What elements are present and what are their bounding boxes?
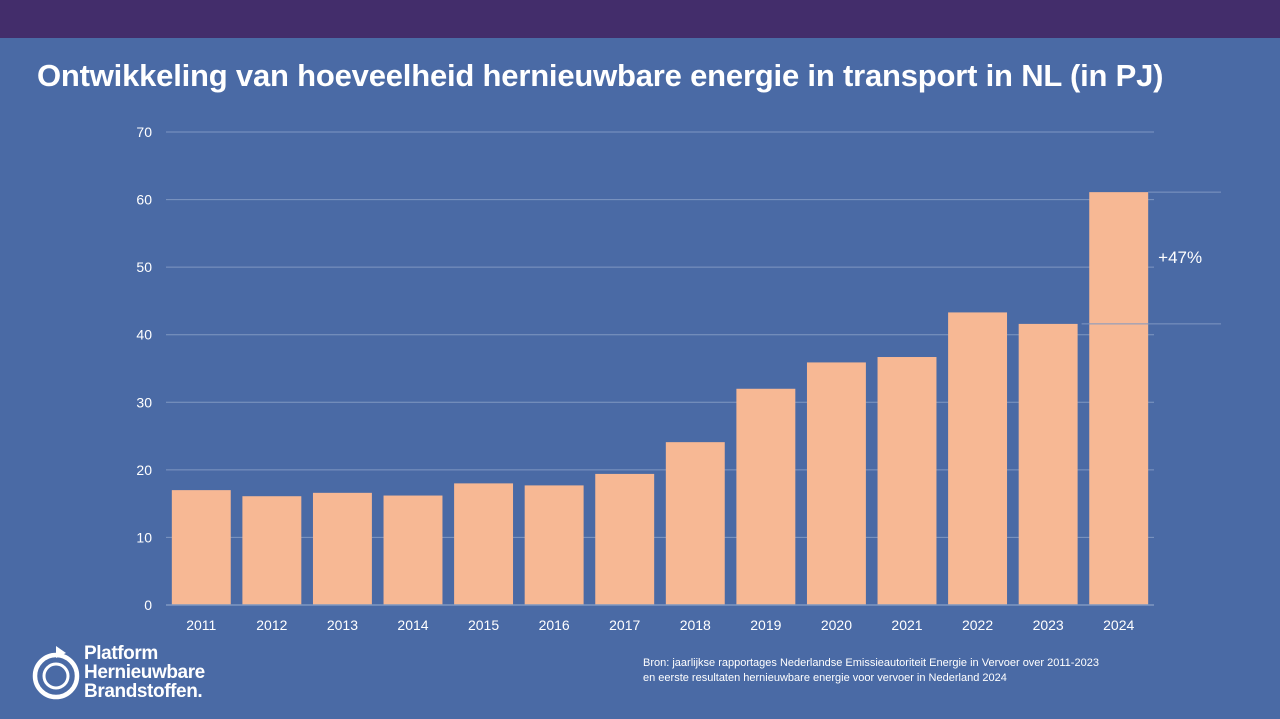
bar (1089, 192, 1149, 606)
bar (171, 490, 231, 605)
source-line-1: Bron: jaarlijkse rapportages Nederlandse… (643, 657, 1099, 669)
bar (524, 485, 584, 605)
x-tick-label: 2017 (609, 617, 640, 633)
platform-logo: Platform Hernieuwbare Brandstoffen. (32, 643, 252, 705)
y-tick-label: 20 (136, 462, 152, 478)
bar (383, 495, 443, 605)
logo-line-3: Brandstoffen. (84, 681, 203, 702)
x-tick-label: 2015 (468, 617, 499, 633)
y-tick-label: 50 (136, 259, 152, 275)
y-tick-label: 30 (136, 394, 152, 410)
source-line-2: en eerste resultaten hernieuwbare energi… (643, 672, 1007, 684)
bar (242, 496, 302, 605)
bar (595, 473, 655, 605)
x-tick-label: 2019 (750, 617, 781, 633)
bar (736, 388, 796, 605)
bar (312, 492, 372, 605)
logo-text: Platform Hernieuwbare Brandstoffen. (84, 644, 205, 701)
source-note: Bron: jaarlijkse rapportages Nederlandse… (643, 656, 1099, 686)
y-tick-label: 0 (144, 597, 152, 613)
x-tick-label: 2011 (186, 617, 216, 633)
y-tick-label: 70 (136, 124, 152, 140)
x-tick-label: 2024 (1103, 617, 1134, 633)
y-tick-label: 60 (136, 192, 152, 208)
x-tick-label: 2013 (327, 617, 358, 633)
x-tick-label: 2012 (256, 617, 287, 633)
bar (948, 312, 1008, 605)
top-band (0, 0, 1280, 38)
bar (1018, 323, 1078, 605)
circular-arrow-logo-icon (32, 646, 80, 700)
x-tick-label: 2018 (680, 617, 711, 633)
growth-annotation: +47% (1158, 248, 1202, 267)
logo-line-2: Hernieuwbare (84, 662, 205, 683)
y-tick-label: 10 (136, 529, 152, 545)
y-tick-label: 40 (136, 327, 152, 343)
x-tick-label: 2022 (962, 617, 993, 633)
x-tick-label: 2016 (539, 617, 570, 633)
x-tick-label: 2020 (821, 617, 852, 633)
chart-title: Ontwikkeling van hoeveelheid hernieuwbar… (37, 58, 1164, 93)
x-tick-label: 2014 (397, 617, 428, 633)
bar (806, 362, 866, 605)
bar (665, 442, 725, 605)
x-tick-label: 2021 (891, 617, 922, 633)
x-tick-label: 2023 (1033, 617, 1064, 633)
logo-line-1: Platform (84, 643, 158, 664)
bar (454, 483, 514, 605)
bar (877, 357, 937, 605)
